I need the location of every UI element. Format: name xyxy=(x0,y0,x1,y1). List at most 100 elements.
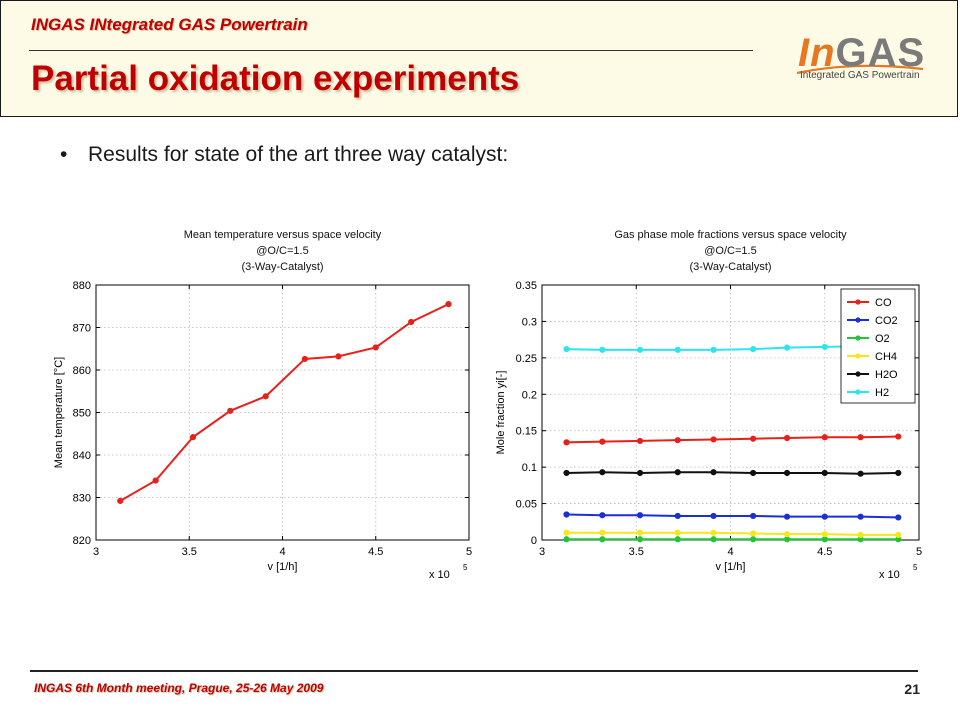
mole-fraction-chart: Gas phase mole fractions versus space ve… xyxy=(495,229,922,581)
y-tick-label: 880 xyxy=(73,280,91,292)
data-point xyxy=(750,346,757,353)
logo-prefix: In xyxy=(798,31,836,75)
data-point xyxy=(152,477,159,484)
data-point xyxy=(783,344,791,351)
data-point xyxy=(710,536,717,543)
legend-marker xyxy=(855,299,861,305)
y-tick-label: 830 xyxy=(73,493,91,505)
data-point xyxy=(599,346,606,353)
legend-label: H2 xyxy=(875,387,889,399)
x-axis-label: v [1/h] xyxy=(716,561,746,573)
series-line xyxy=(566,531,899,536)
y-axis-label: Mole fraction yi[-] xyxy=(495,371,507,455)
data-point xyxy=(227,407,234,414)
logo-main-text: GAS xyxy=(835,31,926,75)
data-point xyxy=(563,529,570,536)
logo-wordmark: InGAS xyxy=(798,31,925,75)
logo-subtitle: Integrated GAS Powertrain xyxy=(800,70,920,81)
x-tick-label: 3.5 xyxy=(182,546,197,558)
data-point xyxy=(857,513,864,520)
y-tick-label: 850 xyxy=(73,408,91,420)
data-point xyxy=(857,434,864,441)
legend-marker xyxy=(855,317,861,323)
data-point xyxy=(636,536,644,543)
data-point xyxy=(563,469,570,477)
data-point xyxy=(599,469,606,476)
data-point xyxy=(750,530,757,537)
header-divider xyxy=(29,50,753,51)
data-point xyxy=(750,536,757,543)
data-point xyxy=(857,531,864,538)
data-point xyxy=(636,529,644,536)
data-point xyxy=(674,536,681,543)
data-point xyxy=(408,318,415,326)
bullet-text: Results for state of the art three way c… xyxy=(88,143,509,166)
y-axis-label: Mean temperature [°C] xyxy=(53,357,65,468)
data-point xyxy=(636,469,644,477)
data-point xyxy=(636,437,644,445)
footer-text: INGAS 6th Month meeting, Prague, 25-26 M… xyxy=(34,681,324,695)
x-multiplier-exponent: 5 xyxy=(913,563,918,572)
data-point xyxy=(599,512,606,519)
logo-swoosh-icon xyxy=(796,64,924,75)
y-tick-label: 0.1 xyxy=(522,462,537,474)
data-point xyxy=(783,531,791,538)
page-number: 21 xyxy=(904,681,920,697)
data-point xyxy=(821,469,828,477)
data-point xyxy=(895,469,902,477)
chart-title-line: Mean temperature versus space velocity xyxy=(184,229,382,241)
data-point xyxy=(674,469,681,476)
data-point xyxy=(710,469,717,476)
temperature-chart: Mean temperature versus space velocity @O… xyxy=(53,229,472,581)
data-point xyxy=(445,301,452,308)
ingas-logo: InGAS Integrated GAS Powertrain xyxy=(795,31,925,91)
legend-marker xyxy=(855,371,861,377)
x-tick-label: 5 xyxy=(466,546,472,558)
data-point xyxy=(895,514,902,521)
legend-label: CO2 xyxy=(875,315,898,327)
y-tick-label: 0.15 xyxy=(516,426,537,438)
data-point xyxy=(821,434,828,441)
data-point xyxy=(674,512,681,520)
chart-title-line: (3-Way-Catalyst) xyxy=(241,261,323,273)
data-point xyxy=(783,434,791,442)
series-line xyxy=(566,435,899,444)
data-point xyxy=(710,512,717,520)
data-point xyxy=(895,531,902,538)
footer-divider xyxy=(30,670,918,672)
chart-title-line: (3-Way-Catalyst) xyxy=(689,261,771,273)
x-axis-label: v [1/h] xyxy=(268,561,298,573)
data-point xyxy=(563,511,570,518)
y-tick-label: 0.35 xyxy=(516,280,537,292)
data-point xyxy=(857,470,864,477)
data-point xyxy=(563,439,570,446)
slide-title: Partial oxidation experiments xyxy=(31,59,520,98)
data-point xyxy=(821,513,828,520)
x-tick-label: 3.5 xyxy=(629,546,644,558)
legend-marker xyxy=(855,335,861,341)
data-point xyxy=(750,469,757,477)
x-multiplier-label: x 10 xyxy=(879,569,900,581)
y-tick-label: 0.25 xyxy=(516,353,537,365)
data-point xyxy=(117,497,124,504)
y-tick-label: 860 xyxy=(73,365,91,377)
y-tick-label: 0.05 xyxy=(516,499,537,511)
data-point xyxy=(710,346,717,353)
legend-label: CH4 xyxy=(875,351,897,363)
data-point xyxy=(821,536,828,543)
y-tick-label: 0.3 xyxy=(522,316,537,328)
data-point xyxy=(710,436,717,443)
series-line xyxy=(566,471,899,475)
legend-marker xyxy=(855,353,861,359)
data-point xyxy=(750,512,757,520)
data-point xyxy=(301,355,308,363)
x-tick-label: 3 xyxy=(539,546,545,558)
data-point xyxy=(783,536,791,543)
data-point xyxy=(821,531,828,538)
legend-label: CO xyxy=(875,297,892,309)
legend-box xyxy=(840,288,916,404)
data-point xyxy=(710,529,717,536)
data-point xyxy=(750,435,757,442)
x-tick-label: 4 xyxy=(279,546,285,558)
data-point xyxy=(783,513,791,520)
